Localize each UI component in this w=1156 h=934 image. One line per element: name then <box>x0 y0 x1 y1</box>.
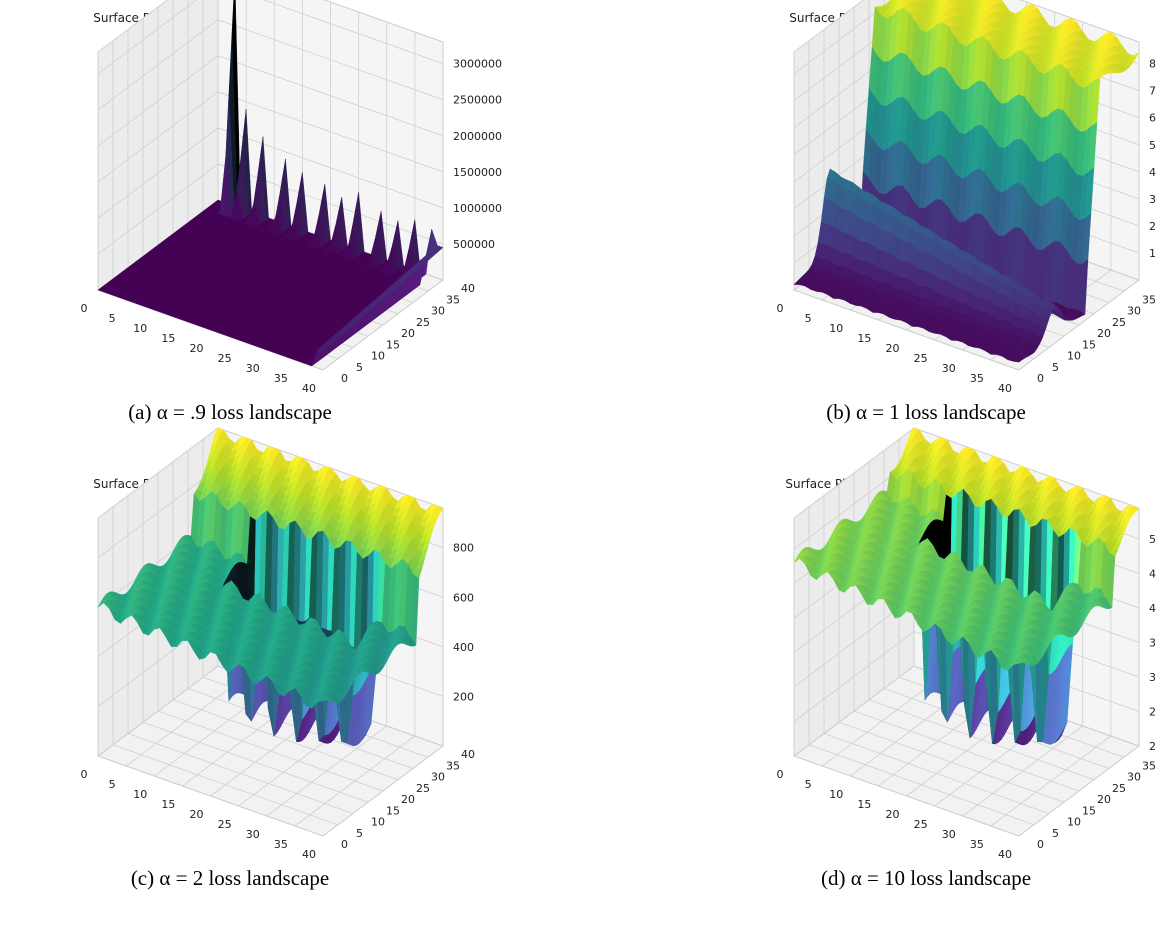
caption-a: (a) α = .9 loss landscape <box>128 400 332 424</box>
y-tick-label: 10 <box>371 350 385 363</box>
y-tick-label: 0 <box>1037 372 1044 385</box>
y-tick-label: 30 <box>1127 305 1141 318</box>
x-tick-label: 40 <box>302 848 316 861</box>
z-tick-label: 1500000 <box>453 166 502 179</box>
surface-plot-d: Surface Plot of Alpha (a=10.0) Loss Land… <box>777 427 1156 861</box>
z-tick-label: 2000000 <box>453 130 502 143</box>
x-tick-label: 15 <box>161 332 175 345</box>
z-tick-label: 200 <box>453 690 474 703</box>
y-tick-label: 10 <box>371 816 385 829</box>
x-tick-label: 0 <box>81 302 88 315</box>
surface-a <box>97 0 444 367</box>
y-tick-label: 35 <box>1142 293 1156 306</box>
x-tick-label: 0 <box>777 302 784 315</box>
x-tick-label: 20 <box>190 342 204 355</box>
y-tick-label: 40 <box>461 282 475 295</box>
z-tick-label: 1000 <box>1149 247 1156 260</box>
y-tick-label: 5 <box>356 361 363 374</box>
y-tick-label: 30 <box>431 771 445 784</box>
z-tick-label: 3000 <box>1149 193 1156 206</box>
x-tick-label: 35 <box>274 372 288 385</box>
surface-plot-b: Surface Plot of Alpha (a=1.0) Loss Lands… <box>777 0 1156 395</box>
x-tick-label: 30 <box>246 362 260 375</box>
z-tick-label: 400 <box>453 641 474 654</box>
surface-cell <box>1012 358 1023 363</box>
x-tick-label: 15 <box>857 332 871 345</box>
panel-d: Surface Plot of Alpha (a=10.0) Loss Land… <box>696 427 1156 926</box>
caption-b: (b) α = 1 loss landscape <box>826 400 1026 424</box>
z-tick-label: 5000 <box>1149 139 1156 152</box>
y-tick-label: 15 <box>1082 338 1096 351</box>
z-tick-label: 800 <box>453 542 474 555</box>
axis-ticks-b: 0510152025303540051015202530354010002000… <box>777 58 1156 395</box>
x-tick-label: 20 <box>190 808 204 821</box>
z-tick-label: 3000000 <box>453 58 502 71</box>
x-tick-label: 15 <box>161 798 175 811</box>
y-tick-label: 20 <box>401 327 415 340</box>
x-tick-label: 30 <box>246 828 260 841</box>
y-tick-label: 10 <box>1067 350 1081 363</box>
x-tick-label: 35 <box>970 372 984 385</box>
x-tick-label: 25 <box>218 352 232 365</box>
y-tick-label: 35 <box>446 759 460 772</box>
x-tick-label: 20 <box>886 342 900 355</box>
z-tick-label: 600 <box>453 591 474 604</box>
x-tick-label: 5 <box>805 312 812 325</box>
surface-cell <box>316 696 327 703</box>
y-tick-label: 30 <box>431 305 445 318</box>
y-tick-label: 15 <box>386 338 400 351</box>
x-tick-label: 30 <box>942 362 956 375</box>
y-tick-label: 15 <box>386 804 400 817</box>
y-tick-label: 25 <box>416 316 430 329</box>
axis-ticks-a: 0510152025303540051015202530354050000010… <box>81 58 503 395</box>
x-tick-label: 40 <box>302 382 316 395</box>
x-tick-label: 10 <box>133 788 147 801</box>
panel-a: Surface Plot of Alpha (a=0.9) Loss Lands… <box>0 0 502 460</box>
caption-c: (c) α = 2 loss landscape <box>130 866 330 890</box>
z-tick-label: 8000 <box>1149 58 1156 71</box>
z-tick-label: 2000 <box>1149 220 1156 233</box>
x-tick-label: 5 <box>109 778 116 791</box>
z-tick-label: 500000 <box>453 238 495 251</box>
x-tick-label: 0 <box>81 768 88 781</box>
surface-plot-a: Surface Plot of Alpha (a=0.9) Loss Lands… <box>81 0 502 395</box>
surface-d <box>793 427 1140 746</box>
panel-b: Surface Plot of Alpha (a=1.0) Loss Lands… <box>696 0 1156 460</box>
y-tick-label: 25 <box>1112 316 1126 329</box>
y-tick-label: 40 <box>461 748 475 761</box>
surface-c <box>97 427 444 746</box>
z-tick-label: 4000 <box>1149 166 1156 179</box>
x-tick-label: 25 <box>218 818 232 831</box>
y-tick-label: 25 <box>416 782 430 795</box>
z-tick-label: 7000 <box>1149 85 1156 98</box>
y-tick-label: 20 <box>1097 327 1111 340</box>
panel-c: Surface Plot of Alpha (a=2.0) Loss Lands… <box>0 427 475 926</box>
x-tick-label: 25 <box>914 352 928 365</box>
y-tick-label: 35 <box>446 293 460 306</box>
y-tick-label: 5 <box>1052 361 1059 374</box>
y-tick-label: 0 <box>341 372 348 385</box>
y-tick-label: 0 <box>341 838 348 851</box>
z-tick-label: 2500000 <box>453 94 502 107</box>
z-tick-label: 6000 <box>1149 112 1156 125</box>
x-tick-label: 35 <box>274 838 288 851</box>
z-tick-label: 1000000 <box>453 202 502 215</box>
axis-ticks-c: 0510152025303540051015202530354020040060… <box>81 542 476 861</box>
surface-b <box>793 0 1140 363</box>
x-tick-label: 5 <box>109 312 116 325</box>
x-tick-label: 10 <box>829 322 843 335</box>
x-tick-label: 10 <box>133 322 147 335</box>
surface-cell <box>316 347 327 353</box>
surface-plot-c: Surface Plot of Alpha (a=2.0) Loss Lands… <box>81 427 475 861</box>
y-tick-label: 20 <box>401 793 415 806</box>
y-tick-label: 5 <box>356 827 363 840</box>
x-tick-label: 40 <box>998 382 1012 395</box>
